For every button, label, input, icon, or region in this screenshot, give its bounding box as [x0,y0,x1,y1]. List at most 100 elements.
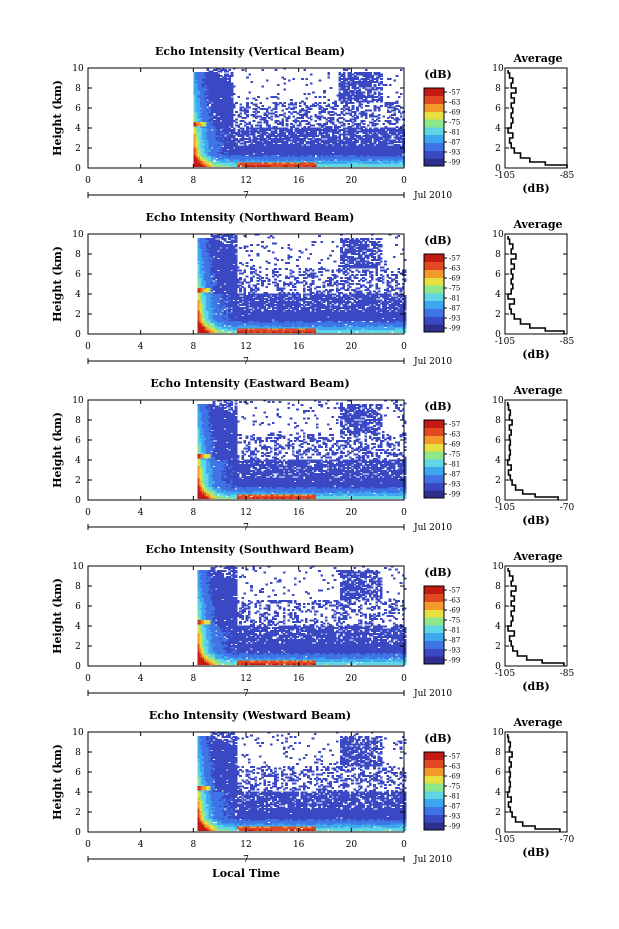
echo-cell [243,124,247,127]
echo-cell [197,117,201,119]
echo-cell [226,121,230,124]
echo-cell [228,114,232,116]
echo-cell [195,147,199,149]
echo-cell [202,165,205,167]
echo-cell [197,124,201,127]
echo-cell [230,163,234,166]
echo-cell [239,163,243,166]
echo-cell [318,79,322,82]
echo-cell [206,156,210,158]
echo-cell [217,70,221,73]
echo-cell [219,153,223,155]
echo-cell [195,157,199,160]
echo-cell [217,117,221,119]
echo-cell [224,81,227,83]
echo-cell [237,162,241,164]
echo-cell [195,103,199,106]
echo-cell [213,133,216,136]
echo-cell [193,130,197,133]
echo-cell [241,148,245,151]
echo-cell [259,159,262,161]
echo-cell [261,130,265,133]
echo-cell [380,73,383,76]
echo-cell [261,150,265,152]
echo-cell [202,81,205,83]
echo-cell [210,91,214,94]
echo-cell [241,162,245,164]
echo-cell [206,97,210,100]
echo-cell [281,76,284,79]
echo-cell [226,126,230,128]
echo-cell [230,154,234,157]
echo-cell [213,85,216,88]
echo-cell [217,156,221,158]
colorbar-swatch [424,103,444,112]
echo-cell [356,76,359,79]
echo-cell [204,165,208,167]
echo-cell [217,162,221,164]
echo-cell [283,78,287,80]
echo-cell [228,165,232,167]
echo-cell [232,127,236,130]
echo-cell [252,160,256,163]
echo-cell [204,156,208,158]
echo-cell [208,127,212,130]
echo-cell [371,112,375,115]
echo-cell [221,156,225,158]
echo-cell [272,132,276,134]
echo-cell [279,156,282,158]
echo-cell [283,147,287,149]
echo-cell [213,90,216,92]
echo-cell [215,75,219,77]
echo-cell [228,130,232,133]
echo-cell [235,138,238,140]
echo-cell [199,162,203,164]
echo-cell [224,102,227,104]
echo-cell [217,163,221,166]
echo-cell [199,100,203,103]
y-tick-label: 8 [75,84,81,94]
echo-cell [259,136,262,139]
echo-cell [281,144,284,146]
echo-cell [202,91,205,94]
echo-cell [199,157,203,160]
echo-cell [281,127,284,130]
echo-cell [204,150,208,152]
echo-cell [208,156,212,158]
echo-cell [323,90,326,92]
echo-cell [239,112,243,115]
echo-cell [215,90,219,92]
echo-cell [206,135,210,137]
echo-cell [248,165,251,167]
echo-cell [219,121,223,124]
echo-cell [199,124,203,127]
echo-cell [263,139,267,142]
echo-cell [221,91,225,94]
echo-cell [215,138,219,140]
echo-cell [206,73,210,76]
echo-cell [215,76,219,79]
echo-cell [239,159,243,161]
echo-cell [195,88,199,91]
echo-cell [393,112,397,115]
echo-cell [281,156,284,158]
echo-cell [232,136,236,139]
echo-cell [221,123,225,125]
echo-cell [257,162,260,164]
echo-cell [195,153,199,155]
echo-cell [221,96,225,98]
echo-cell [213,75,216,77]
echo-cell [265,120,269,122]
echo-cell [241,120,245,122]
echo-cell [276,145,280,148]
echo-cell [213,154,216,157]
echo-cell [272,96,276,98]
echo-cell [367,124,370,127]
echo-cell [208,135,212,137]
echo-cell [235,162,238,164]
echo-cell [252,159,256,161]
echo-cell [400,115,403,118]
echo-cell [219,123,223,125]
echo-cell [254,151,258,154]
echo-cell [213,157,216,160]
